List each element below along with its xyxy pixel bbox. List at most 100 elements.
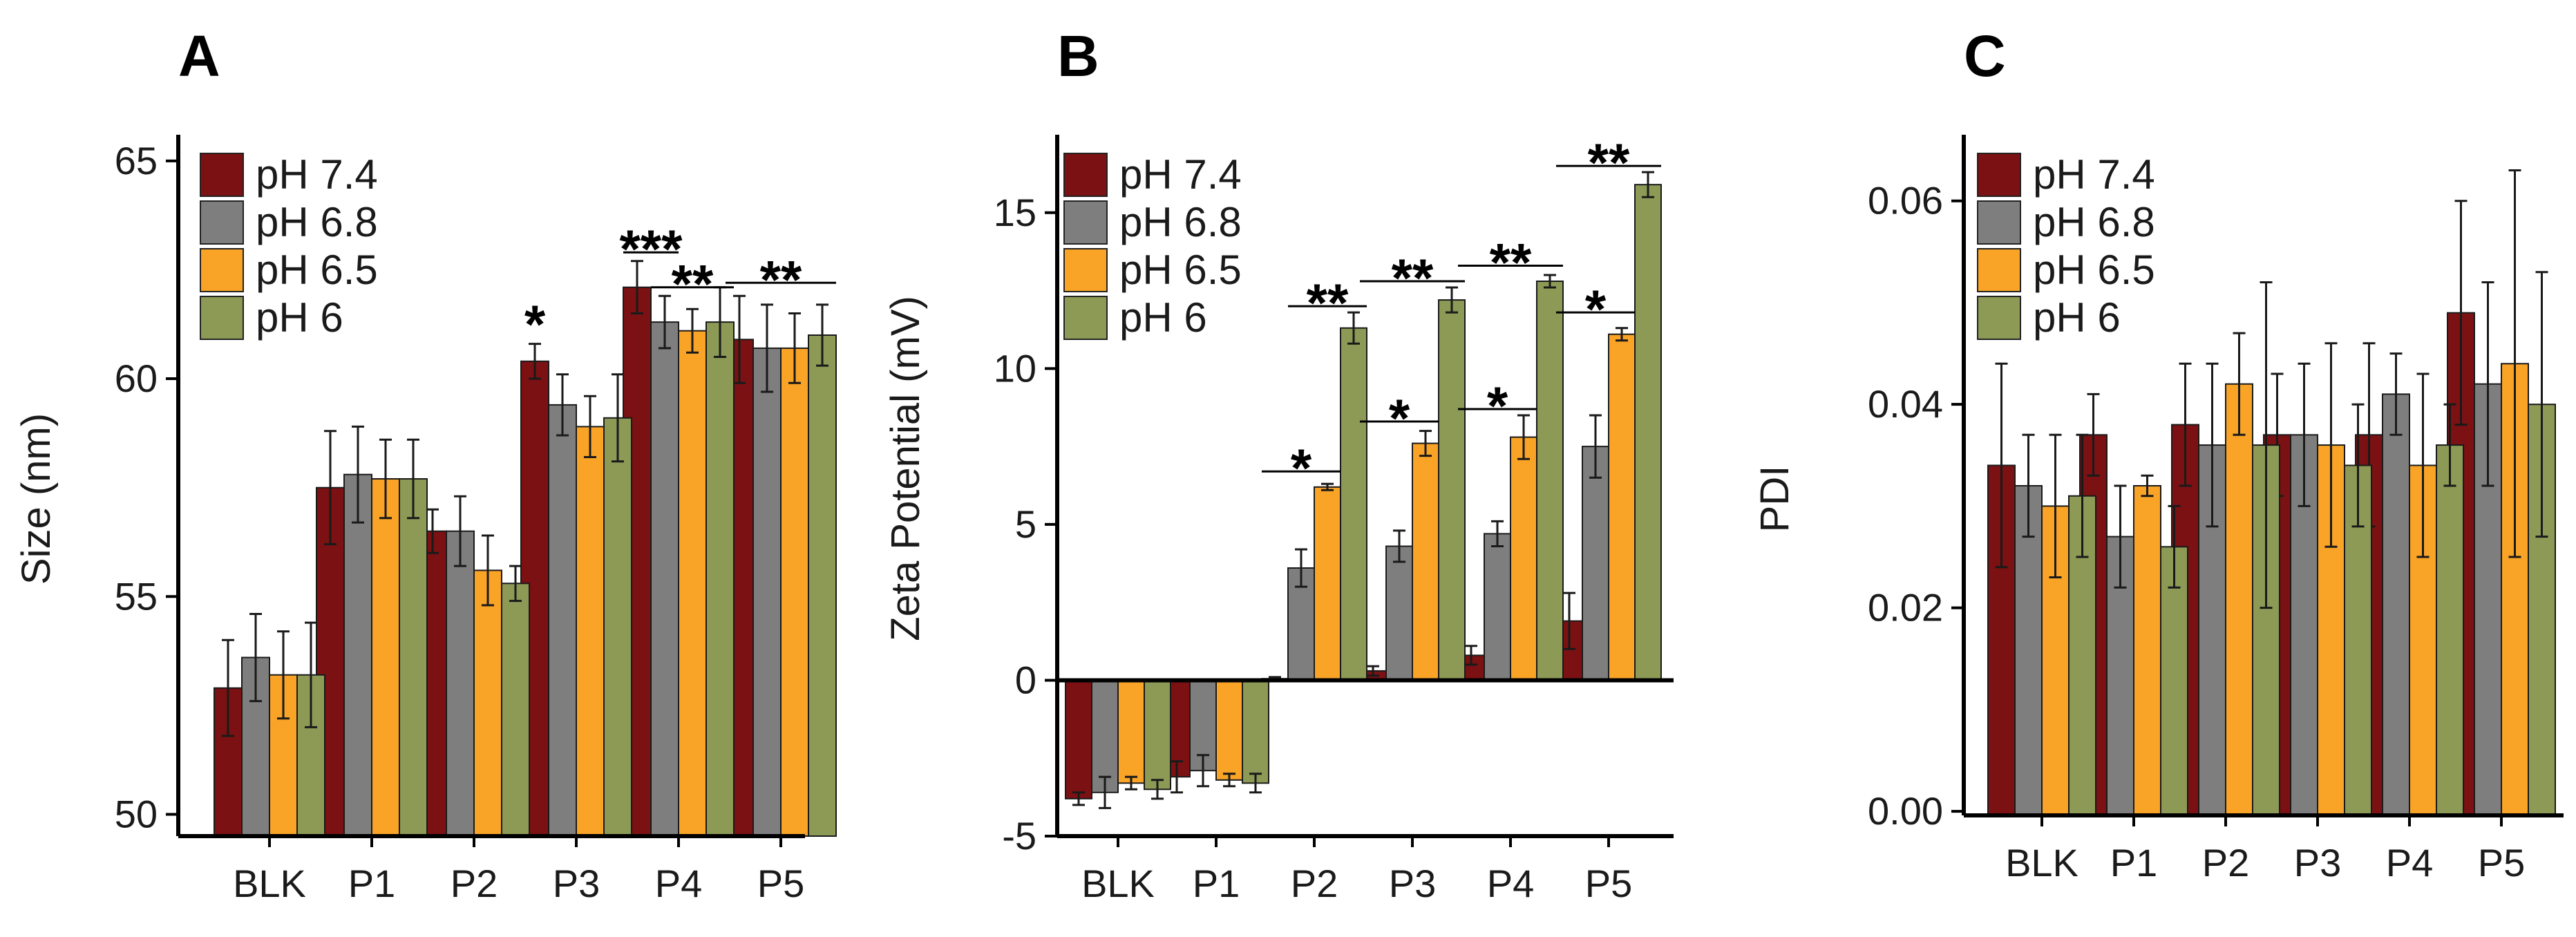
bar-pH74-BLK (1065, 679, 1092, 799)
bar-pH68-P4 (2382, 393, 2410, 816)
legend-label-ph74: pH 7.4 (1119, 151, 1242, 198)
bar-pH65-P3 (1412, 442, 1439, 681)
x-tick-label: P2 (1291, 862, 1338, 905)
x-tick-label: BLK (1081, 862, 1155, 905)
panel-c-legend: pH 7.4 pH 6.8 pH 6.5 pH 6 (1977, 151, 2155, 341)
panel-c-letter: C (1964, 23, 2006, 88)
y-tick-label: -5 (1002, 814, 1036, 858)
panel-b: B Zeta Potential (mV) pH 7.4 pH 6.8 pH 6… (883, 23, 1242, 641)
y-tick-label: 15 (994, 191, 1036, 234)
bar-pH65-P4 (1510, 436, 1537, 681)
bar-pH68-P4 (650, 321, 679, 837)
y-tick-label: 0 (1015, 658, 1036, 701)
x-tick-label: P1 (2110, 841, 2158, 884)
significance-stars: ** (672, 254, 714, 314)
bar-pH6-P4 (2436, 444, 2464, 816)
bar-pH6-P5 (808, 334, 837, 837)
bar-pH68-P5 (1582, 446, 1609, 681)
x-tick-label: P5 (757, 862, 805, 905)
bar-pH65-P4 (678, 330, 707, 837)
panel-a-legend: pH 7.4 pH 6.8 pH 6.5 pH 6 (200, 151, 378, 341)
legend-swatch-ph74 (1977, 153, 2021, 197)
legend-label-ph65: pH 6.5 (1119, 247, 1242, 293)
bar-pH65-P2 (1314, 486, 1341, 681)
bar-pH65-P5 (780, 347, 809, 837)
x-tick-label: P5 (1585, 862, 1633, 905)
y-tick-label: 10 (994, 346, 1036, 390)
bar-pH65-P5 (1608, 333, 1636, 681)
bar-pH65-P1 (1215, 679, 1243, 781)
bar-pH65-P3 (576, 426, 605, 837)
bar-pH6-P2 (1340, 327, 1367, 681)
x-tick-label: BLK (2005, 841, 2078, 884)
legend-label-ph65: pH 6.5 (256, 247, 378, 293)
bar-pH6-BLK (1144, 679, 1171, 791)
legend-swatch-ph68 (1063, 200, 1108, 245)
legend-label-ph6: pH 6 (1119, 294, 1207, 341)
bar-pH68-P1 (343, 473, 372, 837)
significance-stars: * (524, 294, 546, 354)
panel-b-legend: pH 7.4 pH 6.8 pH 6.5 pH 6 (1063, 151, 1242, 341)
y-tick-label: 0.02 (1868, 586, 1943, 630)
legend-swatch-ph6 (1063, 296, 1108, 340)
x-tick-label: P4 (655, 862, 703, 905)
bar-pH68-P3 (2290, 434, 2318, 816)
significance-stars: * (1487, 375, 1508, 436)
bar-pH6-P1 (2160, 546, 2188, 816)
panel-a-y-axis-label: Size (nm) (14, 413, 59, 585)
y-tick-label: 65 (115, 139, 158, 182)
bar-pH6-P4 (1536, 281, 1564, 681)
panel-b-letter: B (1057, 23, 1099, 88)
bar-pH65-P2 (2225, 383, 2253, 816)
panel-c-y-axis-label: PDI (1752, 466, 1797, 533)
legend-label-ph6: pH 6 (256, 294, 343, 341)
y-tick-label: 60 (115, 357, 158, 400)
legend-label-ph68: pH 6.8 (1119, 199, 1242, 245)
legend-swatch-ph6 (1977, 296, 2021, 340)
bar-pH65-P1 (2133, 485, 2161, 816)
significance-stars: ** (1392, 247, 1434, 308)
y-tick-label: 0.00 (1868, 789, 1943, 833)
bar-pH6-P1 (399, 478, 428, 837)
legend-swatch-ph65 (200, 248, 244, 292)
legend-swatch-ph65 (1977, 248, 2021, 292)
panel-c-plot: 0.00 0.02 0.04 0.06 BLK P1 P2 P3 P4 P5 (1868, 135, 2564, 884)
y-tick-label: 55 (115, 574, 158, 618)
legend-label-ph74: pH 7.4 (256, 151, 378, 198)
bar-pH68-BLK (1091, 679, 1119, 793)
legend-swatch-ph68 (1977, 200, 2021, 245)
significance-stars: ** (1588, 132, 1630, 193)
x-tick-label: P1 (348, 862, 396, 905)
bar-pH68-P4 (1484, 533, 1511, 681)
legend-label-ph6: pH 6 (2033, 294, 2121, 341)
bar-pH6-P4 (705, 321, 735, 837)
bar-pH6-P3 (1438, 299, 1466, 681)
significance-stars: * (1389, 388, 1410, 448)
legend-label-ph68: pH 6.8 (256, 199, 378, 245)
legend-swatch-ph74 (200, 153, 244, 197)
bar-pH68-P2 (446, 530, 475, 837)
x-tick-label: P1 (1193, 862, 1240, 905)
bar-pH6-P2 (501, 583, 530, 837)
panel-b-y-axis-label: Zeta Potential (mV) (883, 296, 928, 641)
legend-label-ph68: pH 6.8 (2033, 199, 2155, 245)
bar-pH68-P3 (548, 404, 577, 837)
bar-pH6-P5 (1634, 184, 1662, 681)
x-tick-label: P5 (2478, 841, 2526, 884)
significance-stars: ** (760, 249, 802, 310)
bar-pH68-P3 (1385, 545, 1413, 681)
bar-pH68-P5 (752, 347, 782, 837)
panel-a: A Size (nm) pH 7.4 pH 6.8 pH 6.5 pH 6 (14, 23, 378, 585)
legend-swatch-ph68 (200, 200, 244, 245)
bar-pH65-P1 (371, 478, 400, 837)
x-tick-label: BLK (233, 862, 306, 905)
significance-stars: * (1291, 437, 1312, 498)
panel-c: C PDI pH 7.4 pH 6.8 pH 6.5 pH 6 (1752, 23, 2155, 532)
y-tick-label: 0.06 (1868, 179, 1943, 223)
bar-pH6-P1 (1242, 679, 1269, 784)
x-tick-label: P3 (1389, 862, 1437, 905)
x-tick-label: P4 (2386, 841, 2434, 884)
significance-stars: ** (1307, 272, 1349, 333)
